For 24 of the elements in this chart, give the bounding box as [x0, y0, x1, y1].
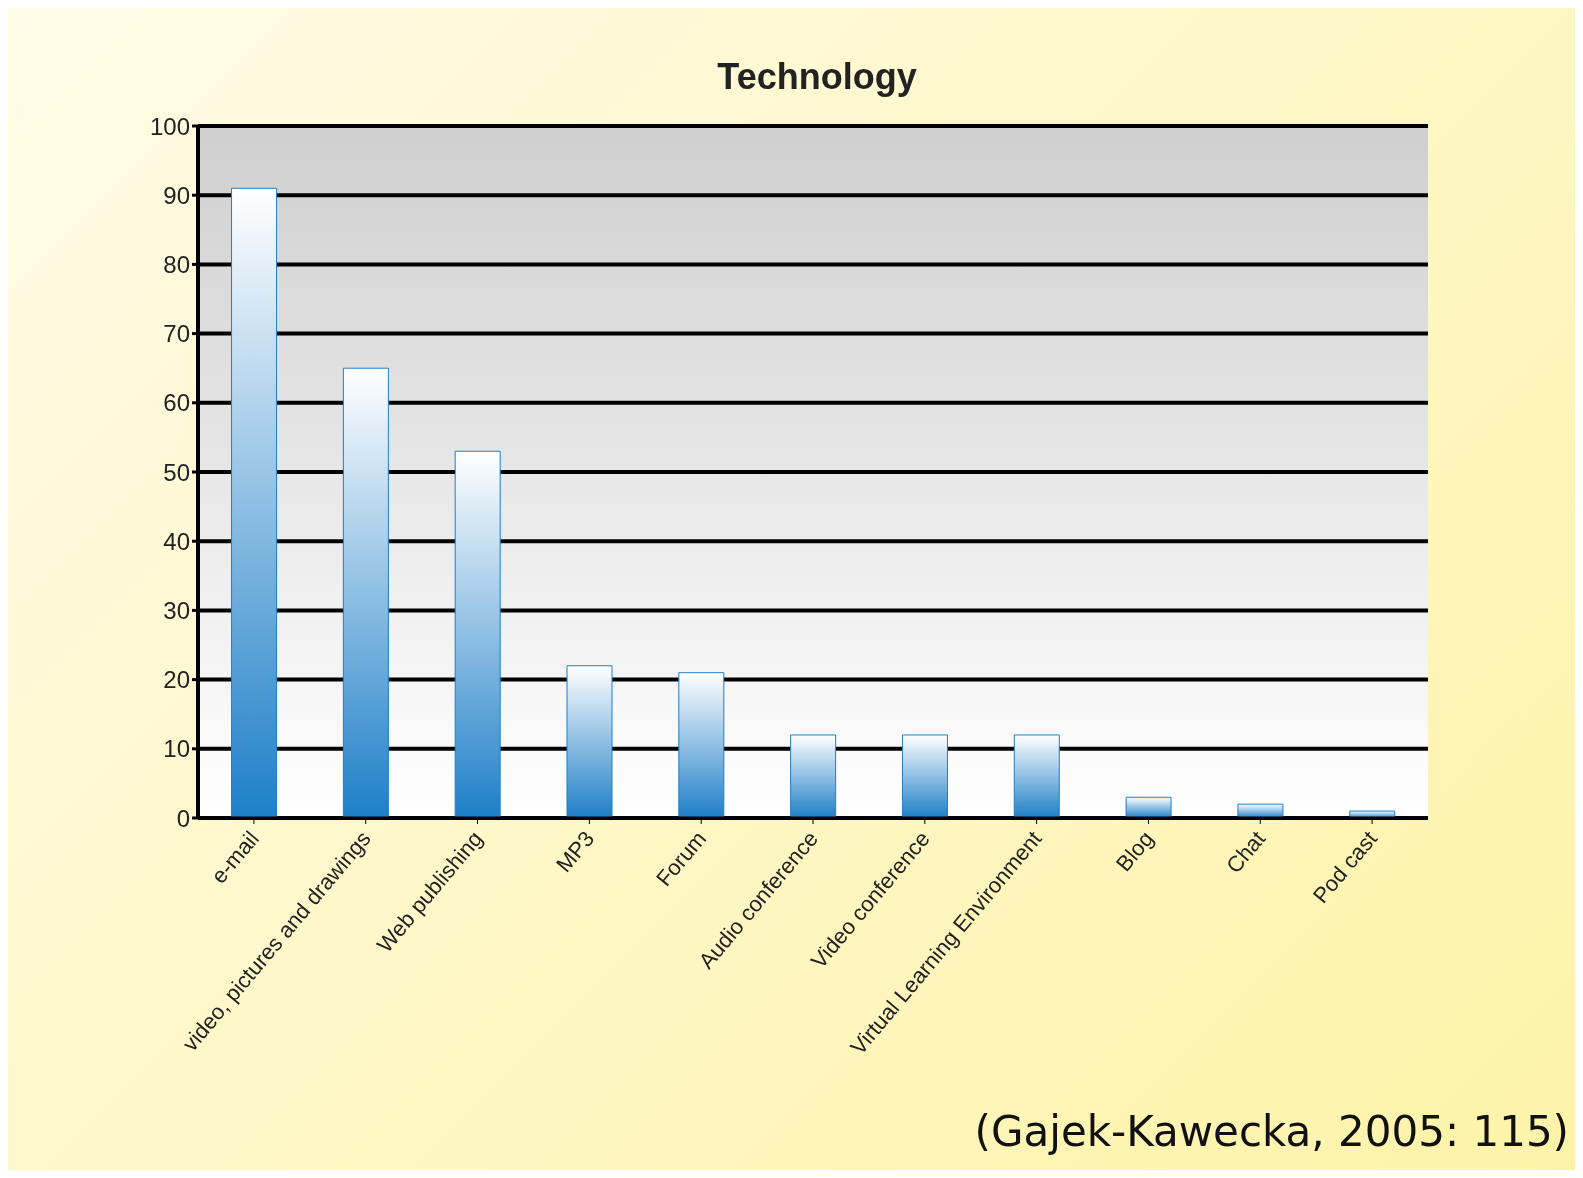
bar [901, 734, 948, 818]
y-tick-label: 40 [163, 527, 190, 555]
text: (Gajek-Kawecka, 2005: 115) [974, 1107, 1569, 1156]
y-tick-label: 90 [163, 181, 190, 209]
bar [342, 367, 389, 818]
y-tick-label: 20 [163, 666, 190, 694]
y-tick-label: 70 [163, 320, 190, 348]
bar [678, 672, 725, 818]
bar [1237, 803, 1284, 818]
y-tick-label: 30 [163, 596, 190, 624]
y-tick-label: 0 [176, 804, 190, 832]
chart-title: Technology [716, 56, 918, 98]
y-tick-label: 10 [163, 735, 190, 763]
bar [454, 450, 501, 818]
bar [1125, 796, 1172, 818]
bar [231, 187, 278, 818]
bar [1349, 810, 1396, 818]
y-tick-label: 50 [163, 458, 190, 486]
y-tick-label: 100 [149, 112, 190, 140]
bar [1013, 734, 1060, 818]
bar [790, 734, 837, 818]
bar [566, 665, 613, 818]
y-tick-label: 60 [163, 389, 190, 417]
y-tick-label: 80 [163, 250, 190, 278]
